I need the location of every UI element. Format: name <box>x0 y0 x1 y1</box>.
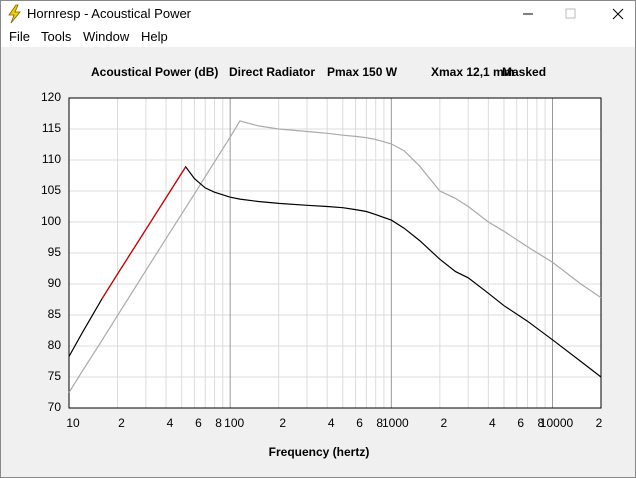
chart-title: Direct Radiator <box>229 65 315 79</box>
x-tick-label: 2 <box>596 416 603 430</box>
y-tick-label: 85 <box>48 307 62 321</box>
x-tick-label: 2 <box>440 416 447 430</box>
chart-title: Acoustical Power (dB) <box>91 65 218 79</box>
x-tick-label: 8 <box>376 416 383 430</box>
x-tick-label: 100 <box>224 416 244 430</box>
x-tick-label: 6 <box>356 416 363 430</box>
x-axis-label: Frequency (hertz) <box>269 445 370 459</box>
chart-title: Pmax 150 W <box>327 65 398 79</box>
data-line <box>101 166 187 300</box>
x-tick-label: 4 <box>167 416 174 430</box>
chart: Acoustical Power (dB) Direct Radiator Pmax… <box>41 65 603 459</box>
y-tick-label: 105 <box>41 183 61 197</box>
maximize-button[interactable] <box>565 8 576 19</box>
y-tick-label: 100 <box>41 214 61 228</box>
title-bar: Hornresp - Acoustical Power <box>1 1 635 27</box>
window-title: Hornresp - Acoustical Power <box>27 6 192 21</box>
y-tick-label: 75 <box>48 369 62 383</box>
window-controls <box>523 8 624 20</box>
x-tick-label: 4 <box>328 416 335 430</box>
x-tick-label: 10 <box>66 416 80 430</box>
x-tick-label: 8 <box>215 416 222 430</box>
menu-item[interactable]: Window <box>83 29 130 44</box>
x-tick-label: 10000 <box>540 416 574 430</box>
menu-item[interactable]: File <box>9 29 30 44</box>
y-tick-label: 70 <box>48 400 62 414</box>
x-tick-label: 4 <box>489 416 496 430</box>
chart-title: Xmax 12,1 mm <box>431 65 514 79</box>
plot-border <box>68 97 602 409</box>
y-tick-label: 80 <box>48 338 62 352</box>
menu-item[interactable]: Help <box>141 29 168 44</box>
x-tick-label: 2 <box>279 416 286 430</box>
x-tick-label: 1000 <box>382 416 409 430</box>
chart-title: Masked <box>502 65 546 79</box>
x-tick-label: 6 <box>195 416 202 430</box>
data-line <box>68 120 602 393</box>
y-tick-label: 110 <box>42 152 61 166</box>
y-tick-label: 120 <box>41 90 61 104</box>
menu-bar: File Tools Window Help <box>1 27 635 47</box>
x-tick-label: 8 <box>538 416 545 430</box>
y-tick-label: 95 <box>48 245 62 259</box>
x-tick-label: 2 <box>118 416 125 430</box>
menu-item[interactable]: Tools <box>41 29 72 44</box>
close-button[interactable] <box>612 8 624 20</box>
x-tick-label: 6 <box>517 416 524 430</box>
y-tick-label: 90 <box>48 276 62 290</box>
app-icon <box>8 4 21 24</box>
y-tick-label: 115 <box>42 121 61 135</box>
